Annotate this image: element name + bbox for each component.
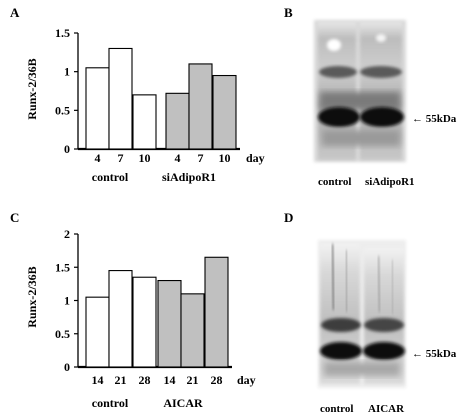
chart-a-bar	[188, 63, 213, 150]
blot-b-spot	[327, 39, 341, 51]
chart-c-y-tick-label: 2	[64, 227, 70, 241]
chart-c-bar	[85, 296, 110, 368]
blot-b-lane-label-1: control	[318, 176, 351, 188]
chart-c-category-label: 14	[92, 373, 104, 387]
chart-a-y-tick-label: 1	[64, 65, 70, 79]
chart-c-bar	[108, 270, 133, 368]
chart-c-bar	[180, 293, 205, 368]
blot-d-streak	[345, 249, 348, 313]
chart-a-y-tick-label: 0	[64, 142, 70, 156]
chart-a-bar	[108, 47, 133, 150]
chart-c-y-tick-label: 1.5	[55, 260, 70, 274]
panel-letter-d: D	[284, 210, 293, 225]
chart-a-y-tick-label: 0.5	[55, 103, 70, 117]
blot-b-smear	[320, 92, 400, 110]
chart-c: 0 0.5 1 1.5 2 Runx-2/36B 14 21 28 14 21 28 day contro…	[25, 227, 256, 410]
panel-letter-c: C	[10, 210, 19, 225]
panel-letter-b: B	[284, 5, 293, 20]
blot-d-band-55kda	[363, 342, 405, 360]
chart-c-category-label: 21	[187, 373, 199, 387]
chart-c-y-label: Runx-2/36B	[25, 266, 39, 327]
chart-a-bar	[85, 67, 110, 150]
chart-a-y-tick-label: 1.5	[55, 26, 70, 40]
chart-c-category-label: 14	[164, 373, 176, 387]
chart-c-bar	[157, 279, 182, 368]
blot-b-marker-label: ← 55kDa	[412, 113, 457, 125]
blot-d-lane-label-1: control	[320, 403, 353, 415]
blot-d-smear	[324, 362, 400, 376]
chart-c-bar	[132, 276, 157, 368]
blot-b-smear	[322, 130, 400, 146]
blot-b-band-upper	[360, 66, 402, 78]
chart-a-bar	[132, 94, 157, 150]
chart-c-y-tick-label: 1	[64, 294, 70, 308]
blot-d-marker-label: ← 55kDa	[412, 348, 457, 360]
blot-b-band-55kda	[318, 107, 360, 127]
blot-d-lane-2	[364, 248, 404, 384]
chart-a-category-label: 10	[139, 151, 151, 165]
chart-a-bar	[165, 92, 190, 150]
panel-letter-a: A	[10, 5, 20, 20]
chart-a-y-label: Runx-2/36B	[25, 58, 39, 119]
blot-b-band-upper	[319, 66, 357, 78]
chart-a-category-label: 4	[175, 151, 181, 165]
chart-c-group-label: AICAR	[163, 396, 203, 410]
chart-c-y-tick-label: 0.5	[55, 327, 70, 341]
chart-a: 0 0.5 1 1.5 Runx-2/36B 4 7 10 4 7 10 day control siAd…	[25, 26, 265, 184]
chart-a-category-label: 10	[219, 151, 231, 165]
blot-d-streak	[377, 255, 381, 313]
blot-b-band-55kda	[360, 107, 404, 127]
chart-c-category-label: 28	[139, 373, 151, 387]
chart-c-bar	[204, 256, 229, 368]
blot-d-lane-label-2: AICAR	[368, 403, 405, 415]
chart-a-group-label: control	[92, 170, 129, 184]
blot-d-band-upper	[364, 318, 404, 332]
chart-c-category-label: 28	[211, 373, 223, 387]
blot-b-lane-label-2: siAdipoR1	[365, 176, 415, 188]
chart-a-x-label: day	[246, 151, 265, 165]
chart-a-bar	[212, 74, 237, 150]
blot-b-spot	[376, 34, 386, 42]
chart-a-group-label: siAdipoR1	[162, 170, 216, 184]
chart-a-category-label: 7	[198, 151, 204, 165]
chart-c-x-label: day	[237, 373, 256, 387]
western-blot-d	[318, 240, 406, 388]
chart-c-y-tick-label: 0	[64, 360, 70, 374]
chart-c-category-label: 21	[115, 373, 127, 387]
chart-c-group-label: control	[92, 396, 129, 410]
blot-d-band-upper	[321, 318, 361, 332]
chart-a-category-label: 7	[118, 151, 124, 165]
blot-d-streak	[331, 243, 335, 311]
chart-a-category-label: 4	[95, 151, 101, 165]
blot-d-band-55kda	[320, 342, 362, 360]
western-blot-b	[314, 20, 406, 162]
blot-d-streak	[391, 259, 394, 315]
blot-d-lane-1	[320, 244, 360, 384]
